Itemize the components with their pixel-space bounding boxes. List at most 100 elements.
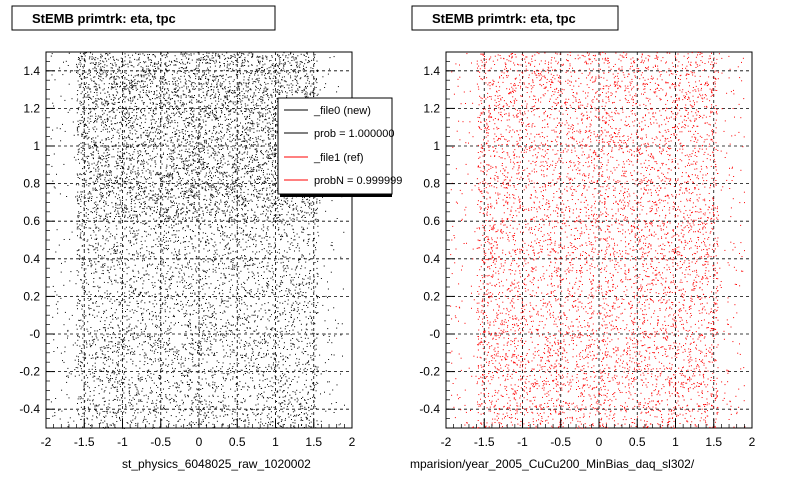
scatter-point [229,291,231,293]
scatter-point [193,69,195,71]
scatter-point [240,407,242,409]
scatter-point [168,81,170,82]
scatter-point [257,341,259,343]
scatter-point [247,90,249,91]
scatter-point [236,194,238,196]
scatter-point [260,418,262,420]
scatter-point [254,181,256,183]
scatter-point [135,325,137,327]
scatter-point [126,142,128,144]
scatter-point [160,172,162,174]
scatter-point [276,98,278,100]
scatter-point [174,131,176,133]
scatter-point [299,406,301,408]
scatter-point [232,163,234,165]
scatter-point [106,60,108,62]
scatter-point [167,294,169,296]
scatter-point [247,79,249,81]
scatter-point [132,166,134,168]
scatter-point [284,396,286,398]
scatter-point [314,397,316,399]
scatter-point [232,294,234,296]
scatter-point [222,362,224,364]
scatter-point [184,266,186,268]
scatter-point [104,311,106,313]
scatter-point [90,262,92,264]
scatter-point [122,339,124,341]
scatter-point [273,119,275,121]
scatter-point [286,406,288,408]
scatter-point [277,307,279,309]
scatter-point [242,386,244,388]
scatter-point [106,360,108,362]
scatter-point [79,102,81,104]
scatter-point [139,125,141,127]
scatter-point [250,88,252,90]
scatter-point [144,121,146,123]
scatter-point [294,91,296,93]
scatter-point [309,203,311,205]
scatter-point [168,90,170,92]
scatter-point [172,92,174,94]
scatter-point [151,213,153,215]
scatter-point [165,62,167,64]
scatter-point [137,218,138,220]
scatter-point [159,122,161,124]
scatter-point [259,89,261,91]
scatter-point [241,299,243,301]
scatter-point [79,365,81,366]
scatter-point [159,286,161,288]
scatter-point [249,114,251,116]
scatter-point [199,158,201,160]
scatter-point [94,316,96,318]
scatter-point [77,200,78,202]
scatter-point [221,289,223,291]
scatter-point [158,126,160,128]
scatter-point [93,122,95,124]
scatter-point [245,354,247,356]
scatter-point [230,324,232,326]
scatter-point [222,104,224,106]
scatter-point [128,349,130,351]
scatter-point [77,235,78,237]
scatter-point [96,146,98,147]
scatter-point [86,82,87,84]
scatter-point [169,164,171,166]
scatter-point [99,174,101,176]
scatter-point [121,76,123,77]
scatter-point [143,280,145,282]
scatter-point [84,408,86,409]
scatter-point [144,115,146,117]
scatter-point [254,257,256,259]
scatter-point [266,219,268,221]
scatter-point [251,409,253,411]
scatter-point [276,261,278,263]
scatter-point [149,170,151,172]
scatter-point [145,150,147,152]
scatter-point [266,56,268,58]
scatter-point [252,380,254,382]
scatter-point [301,201,303,203]
scatter-point [230,109,232,111]
scatter-point [204,141,205,143]
scatter-point [145,179,147,181]
scatter-point [301,424,303,425]
scatter-point [188,59,190,60]
scatter-point [89,148,91,149]
scatter-point [268,421,269,423]
scatter-point [293,296,295,298]
scatter-point [224,414,226,416]
scatter-point [197,291,199,293]
scatter-point [89,192,91,194]
scatter-point [88,68,90,70]
scatter-point [287,413,289,415]
scatter-point [269,236,271,238]
scatter-point [176,80,178,82]
scatter-point [103,416,105,418]
scatter-point [201,127,202,129]
scatter-point [114,97,116,99]
scatter-point [215,186,217,188]
scatter-point [132,187,134,189]
scatter-point [205,83,207,85]
scatter-point [283,65,285,67]
